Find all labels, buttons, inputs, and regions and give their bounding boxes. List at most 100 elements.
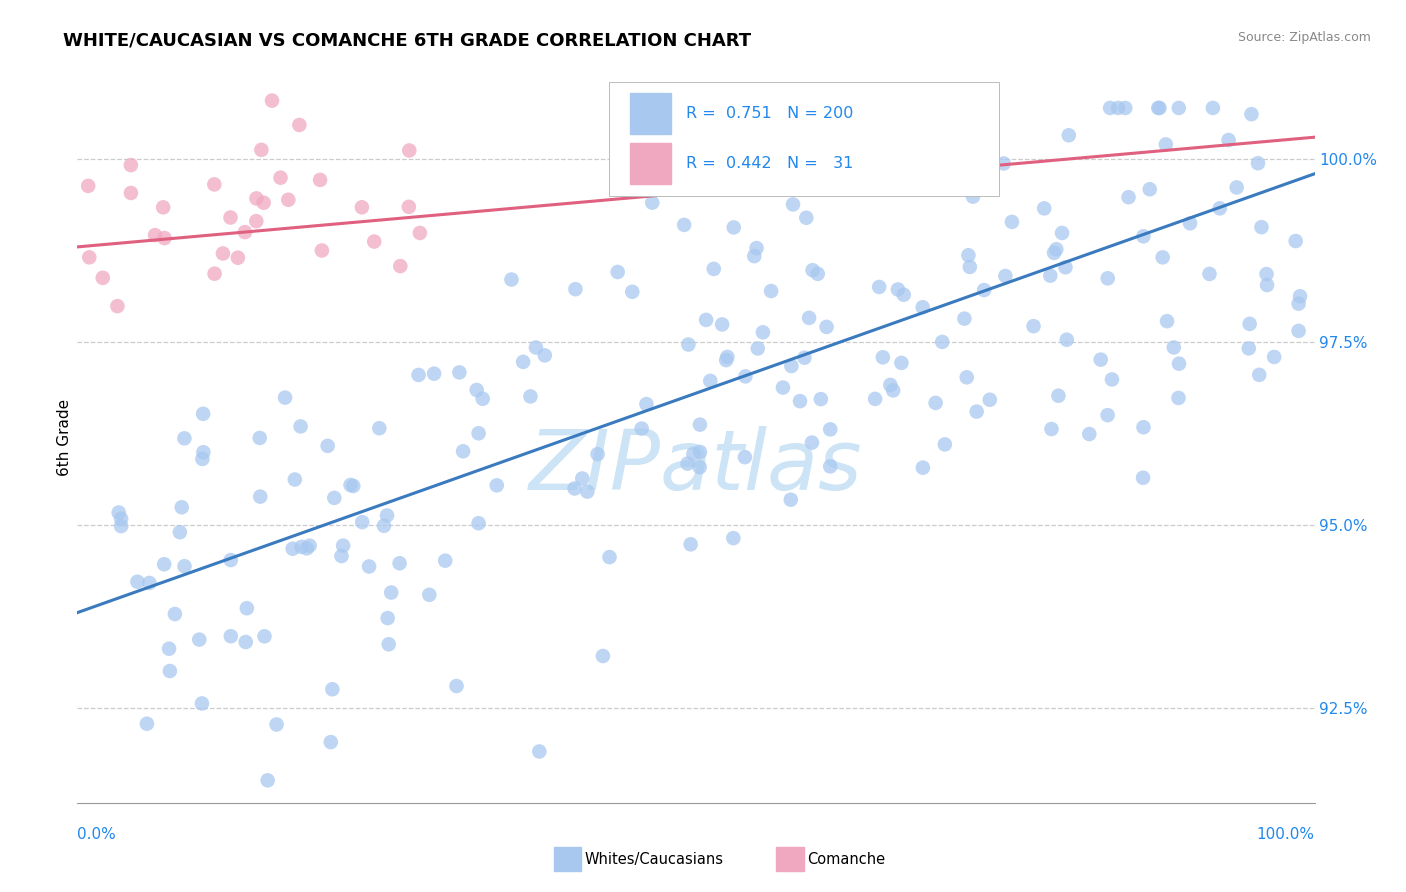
Point bbox=[339, 478, 361, 492]
Point bbox=[641, 195, 664, 210]
Point bbox=[586, 447, 609, 461]
Point bbox=[191, 452, 214, 467]
Point bbox=[882, 384, 904, 398]
Point bbox=[1240, 107, 1263, 121]
Point bbox=[818, 422, 841, 436]
Point bbox=[519, 389, 541, 403]
Point bbox=[219, 553, 242, 567]
Point bbox=[295, 541, 318, 556]
Point bbox=[1107, 101, 1129, 115]
Point bbox=[966, 404, 988, 418]
Point bbox=[236, 601, 259, 615]
Point bbox=[1156, 314, 1178, 328]
Point bbox=[621, 285, 644, 299]
Point bbox=[408, 368, 430, 382]
Point bbox=[170, 500, 193, 515]
Text: 0.0%: 0.0% bbox=[77, 828, 117, 842]
Point bbox=[1288, 296, 1310, 310]
Point bbox=[689, 417, 711, 432]
Point bbox=[249, 490, 271, 504]
Point bbox=[1056, 333, 1078, 347]
Point bbox=[388, 556, 411, 570]
Point bbox=[409, 226, 432, 240]
Point bbox=[501, 272, 523, 286]
Point bbox=[309, 173, 332, 187]
Point bbox=[110, 512, 132, 526]
Point bbox=[1202, 101, 1225, 115]
Point bbox=[277, 193, 299, 207]
Point bbox=[377, 637, 399, 651]
Point bbox=[723, 220, 745, 235]
Point bbox=[794, 211, 817, 225]
Point bbox=[256, 773, 278, 788]
Point bbox=[212, 246, 235, 260]
Point bbox=[332, 539, 354, 553]
Point bbox=[253, 195, 276, 210]
Point bbox=[1045, 242, 1067, 256]
Point bbox=[815, 319, 838, 334]
Point bbox=[1001, 215, 1024, 229]
Point bbox=[1101, 372, 1123, 386]
Point bbox=[1237, 342, 1260, 356]
Point bbox=[893, 287, 915, 301]
Point bbox=[245, 191, 267, 205]
Point bbox=[592, 648, 614, 663]
Point bbox=[153, 231, 176, 245]
Point bbox=[152, 200, 174, 214]
Point bbox=[91, 270, 114, 285]
Point bbox=[330, 549, 353, 563]
Point bbox=[373, 518, 395, 533]
Point bbox=[1285, 234, 1308, 248]
Point bbox=[564, 482, 586, 496]
Point bbox=[1167, 391, 1189, 405]
Point bbox=[298, 539, 321, 553]
Point bbox=[1057, 128, 1080, 143]
Point bbox=[576, 484, 599, 499]
Point bbox=[699, 374, 721, 388]
Point bbox=[745, 241, 768, 255]
Point bbox=[630, 421, 652, 435]
Point bbox=[434, 554, 457, 568]
Text: WHITE/CAUCASIAN VS COMANCHE 6TH GRADE CORRELATION CHART: WHITE/CAUCASIAN VS COMANCHE 6TH GRADE CO… bbox=[63, 31, 751, 49]
Point bbox=[266, 717, 288, 731]
Point bbox=[159, 664, 181, 678]
Point bbox=[135, 716, 157, 731]
Point bbox=[797, 310, 820, 325]
Text: Source: ZipAtlas.com: Source: ZipAtlas.com bbox=[1237, 31, 1371, 45]
Point bbox=[678, 337, 700, 351]
Point bbox=[169, 525, 191, 540]
Point bbox=[911, 460, 934, 475]
Point bbox=[752, 326, 775, 340]
Point bbox=[1152, 251, 1174, 265]
Point bbox=[79, 251, 101, 265]
Bar bbox=[630, 94, 671, 134]
Point bbox=[689, 460, 711, 475]
Point bbox=[747, 342, 769, 356]
Point bbox=[1078, 427, 1101, 442]
Point bbox=[1099, 101, 1122, 115]
Point bbox=[219, 211, 242, 225]
Point bbox=[153, 558, 176, 572]
Point bbox=[290, 419, 312, 434]
Point bbox=[274, 391, 297, 405]
Point bbox=[1154, 137, 1177, 152]
Point bbox=[716, 350, 738, 364]
Point bbox=[465, 383, 488, 397]
Point bbox=[679, 537, 702, 551]
Point bbox=[1178, 216, 1201, 230]
Point bbox=[872, 351, 894, 365]
Point bbox=[352, 515, 374, 529]
Point bbox=[689, 445, 711, 459]
Point bbox=[467, 516, 489, 531]
Point bbox=[398, 144, 420, 158]
Point bbox=[1039, 268, 1062, 283]
Point bbox=[1040, 422, 1063, 436]
Point bbox=[529, 744, 551, 758]
Point bbox=[782, 197, 804, 211]
Text: ZIPatlas: ZIPatlas bbox=[529, 425, 863, 507]
Point bbox=[77, 178, 100, 193]
Point bbox=[191, 697, 214, 711]
Point bbox=[682, 447, 704, 461]
Point bbox=[676, 457, 699, 471]
Point bbox=[887, 283, 910, 297]
